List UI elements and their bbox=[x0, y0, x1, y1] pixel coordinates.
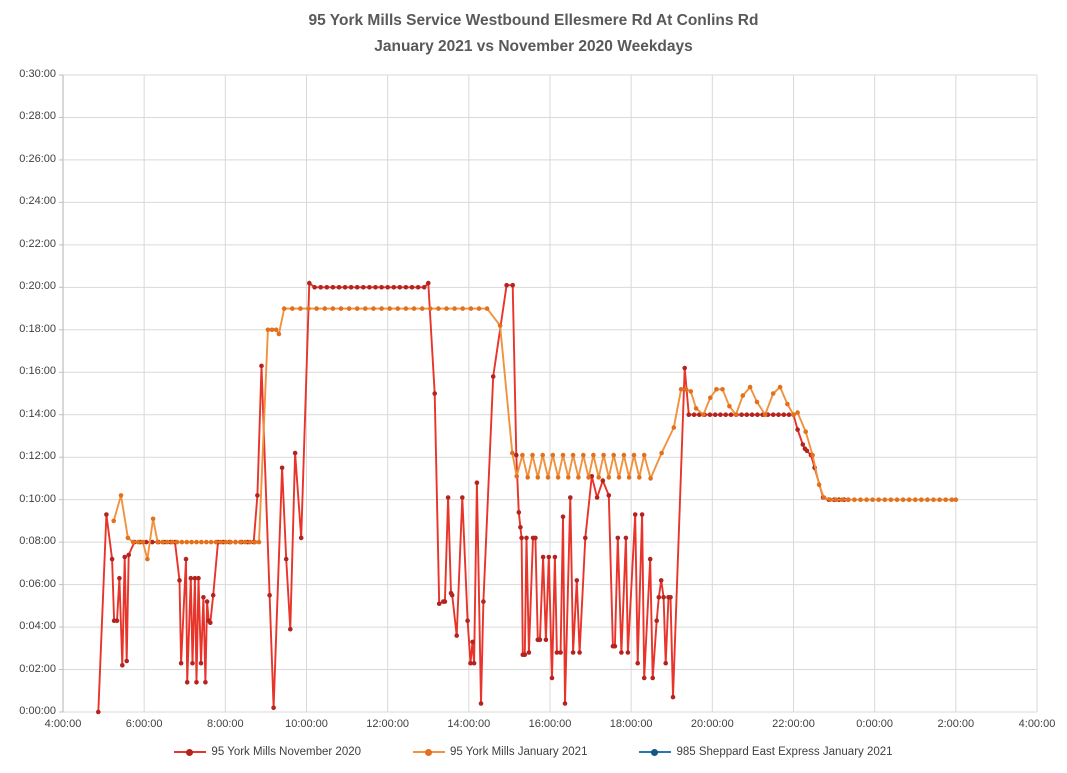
legend-line-blue-icon bbox=[639, 748, 672, 756]
y-axis-tick: 0:20:00 bbox=[19, 280, 56, 293]
y-axis-tick: 0:26:00 bbox=[19, 152, 56, 165]
y-axis-tick: 0:18:00 bbox=[19, 322, 56, 335]
legend-item-november-2020: 95 York Mills November 2020 bbox=[174, 746, 361, 758]
legend-label: 95 York Mills November 2020 bbox=[211, 746, 362, 758]
legend-item-985-express: 985 Sheppard East Express January 2021 bbox=[639, 746, 893, 758]
legend-item-january-2021: 95 York Mills January 2021 bbox=[413, 746, 587, 758]
x-axis-tick: 18:00:00 bbox=[609, 718, 653, 730]
x-axis-tick: 8:00:00 bbox=[206, 718, 244, 730]
x-axis-tick: 4:00:00 bbox=[1018, 718, 1056, 730]
y-axis-tick: 0:16:00 bbox=[19, 365, 56, 378]
y-axis-tick: 0:22:00 bbox=[19, 237, 56, 250]
y-axis-tick: 0:08:00 bbox=[19, 535, 56, 548]
y-axis-tick: 0:10:00 bbox=[19, 492, 56, 505]
y-axis-tick: 0:24:00 bbox=[19, 195, 56, 208]
x-axis-tick: 0:00:00 bbox=[856, 718, 893, 730]
y-axis-tick: 0:30:00 bbox=[19, 68, 56, 80]
chart-title-line1: 95 York Mills Service Westbound Ellesmer… bbox=[308, 12, 759, 29]
x-axis-tick: 20:00:00 bbox=[690, 718, 734, 730]
y-axis-tick: 0:12:00 bbox=[19, 450, 56, 463]
y-axis-tick: 0:28:00 bbox=[19, 110, 56, 123]
x-axis-tick: 4:00:00 bbox=[44, 718, 82, 730]
chart-title-line2: January 2021 vs November 2020 Weekdays bbox=[374, 38, 693, 56]
x-axis-tick: 22:00:00 bbox=[772, 718, 815, 730]
x-axis-tick: 6:00:00 bbox=[125, 718, 163, 730]
y-axis-tick: 0:00:00 bbox=[19, 705, 56, 717]
chart-legend: 95 York Mills November 2020 95 York Mill… bbox=[0, 746, 1067, 758]
legend-line-red-icon bbox=[174, 748, 207, 756]
y-axis-tick: 0:14:00 bbox=[19, 407, 56, 420]
y-axis-tick: 0:04:00 bbox=[19, 620, 56, 633]
x-axis-tick: 14:00:00 bbox=[447, 718, 491, 730]
x-axis-tick: 10:00:00 bbox=[285, 718, 328, 730]
x-axis-tick: 2:00:00 bbox=[937, 718, 975, 730]
legend-line-orange-icon bbox=[413, 748, 446, 756]
x-axis-tick: 16:00:00 bbox=[528, 718, 572, 730]
legend-label: 985 Sheppard East Express January 2021 bbox=[676, 746, 893, 758]
x-axis-tick: 12:00:00 bbox=[366, 718, 410, 730]
legend-label: 95 York Mills January 2021 bbox=[450, 746, 588, 758]
chart-title: 95 York Mills Service Westbound Ellesmer… bbox=[0, 8, 1067, 61]
y-axis-tick: 0:02:00 bbox=[19, 662, 56, 675]
y-axis-tick: 0:06:00 bbox=[19, 577, 56, 590]
